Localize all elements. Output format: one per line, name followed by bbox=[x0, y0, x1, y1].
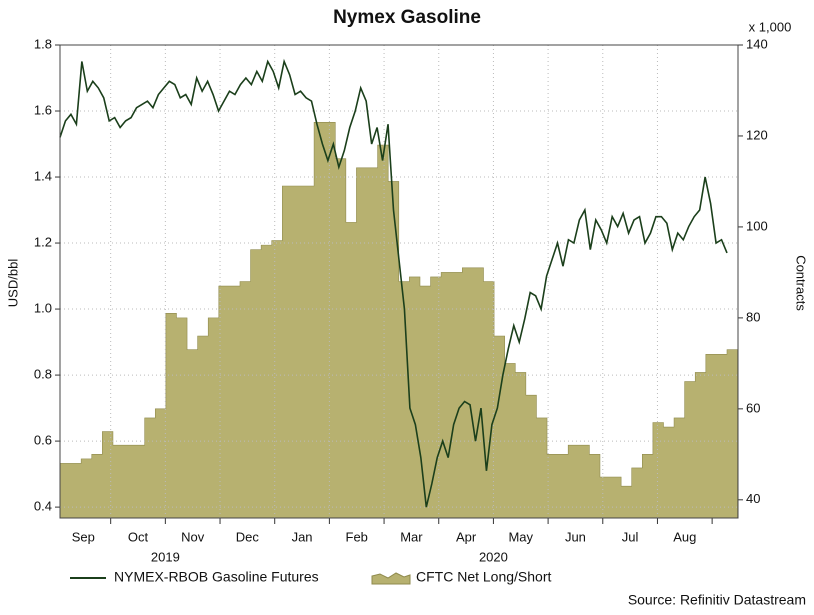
y-tick-label: 1.4 bbox=[34, 168, 52, 183]
y-tick-label: 1.8 bbox=[34, 36, 52, 51]
legend-label: CFTC Net Long/Short bbox=[416, 569, 551, 585]
y2-tick-label: 140 bbox=[746, 36, 768, 51]
y2-axis-label: Contracts bbox=[794, 255, 809, 311]
y2-tick-label: 60 bbox=[746, 400, 760, 415]
source: Source: Refinitiv Datastream bbox=[628, 592, 806, 608]
y2-tick-label: 80 bbox=[746, 309, 760, 324]
x-tick-label: Apr bbox=[456, 529, 477, 544]
year-label: 2020 bbox=[479, 549, 508, 564]
x-tick-label: Feb bbox=[346, 529, 368, 544]
y2-tick-label: 40 bbox=[746, 491, 760, 506]
year-label: 2019 bbox=[151, 549, 180, 564]
line bbox=[59, 58, 728, 508]
y2-unit: x 1,000 bbox=[749, 19, 792, 34]
y2-tick-label: 120 bbox=[746, 127, 768, 142]
x-tick-label: Dec bbox=[236, 529, 260, 544]
legend-label: NYMEX-RBOB Gasoline Futures bbox=[114, 569, 319, 585]
y-tick-label: 1.2 bbox=[34, 234, 52, 249]
y-tick-label: 1.0 bbox=[34, 300, 52, 315]
y-tick-label: 1.6 bbox=[34, 102, 52, 117]
legend-swatch bbox=[371, 572, 411, 585]
x-tick-label: Nov bbox=[181, 529, 205, 544]
x-tick-label: Sep bbox=[72, 529, 95, 544]
y-axis-label: USD/bbl bbox=[5, 259, 20, 308]
area bbox=[59, 122, 738, 519]
plot-frame bbox=[59, 44, 739, 519]
chart-title: Nymex Gasoline bbox=[333, 7, 481, 28]
x-tick-label: Jul bbox=[622, 529, 639, 544]
x-tick-label: Jan bbox=[292, 529, 313, 544]
x-tick-label: Mar bbox=[400, 529, 423, 544]
x-tick-label: Oct bbox=[128, 529, 149, 544]
x-tick-label: May bbox=[508, 529, 533, 544]
y-tick-label: 0.8 bbox=[34, 367, 52, 382]
y2-tick-label: 100 bbox=[746, 218, 768, 233]
y-tick-label: 0.6 bbox=[34, 433, 52, 448]
x-tick-label: Aug bbox=[673, 529, 696, 544]
y-tick-label: 0.4 bbox=[34, 499, 52, 514]
x-tick-label: Jun bbox=[565, 529, 586, 544]
